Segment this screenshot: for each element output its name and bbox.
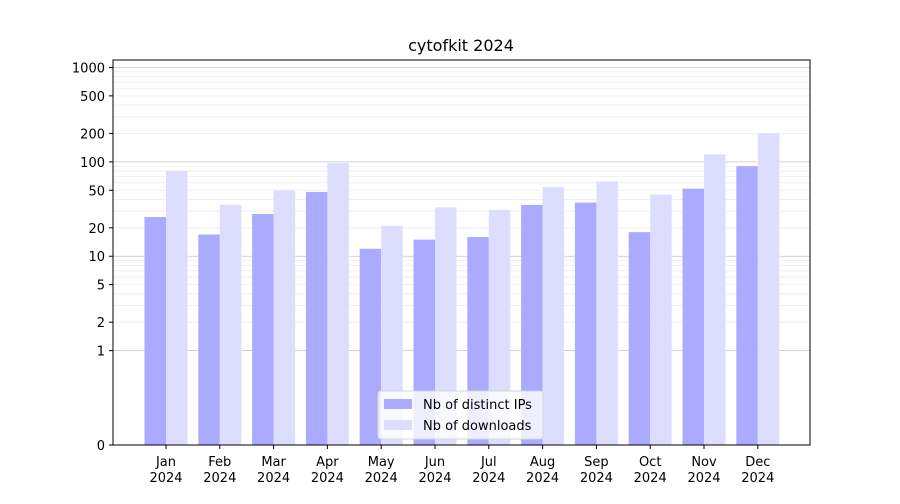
plot-frame bbox=[112, 59, 811, 446]
x-tick-label: Jan 2024 bbox=[149, 455, 182, 486]
x-tick-label: Aug 2024 bbox=[526, 455, 559, 486]
x-tick-label: Oct 2024 bbox=[634, 455, 667, 486]
bar-downloads bbox=[757, 133, 780, 445]
bar-distinct-ips bbox=[198, 234, 220, 445]
y-tick-label: 20 bbox=[88, 222, 105, 237]
y-tick-label: 1 bbox=[97, 345, 105, 360]
bar-downloads bbox=[650, 194, 672, 445]
y-tick-label: 10 bbox=[88, 250, 105, 265]
axes: 0 1 2 5 10 20 50 100 200 500 1000 Jan 2024 Feb 2024 Mar… bbox=[72, 59, 811, 486]
x-tick-label: Nov 2024 bbox=[687, 455, 720, 486]
bar-downloads bbox=[435, 207, 457, 445]
bar-downloads bbox=[327, 163, 349, 445]
chart-title: cytofkit 2024 bbox=[408, 36, 514, 55]
y-tick-label: 500 bbox=[80, 90, 105, 105]
x-tick-label: Mar 2024 bbox=[257, 455, 290, 486]
y-tick-label: 0 bbox=[97, 439, 105, 454]
x-tick-label: May 2024 bbox=[365, 455, 398, 486]
x-tick-label: Jul 2024 bbox=[472, 455, 505, 486]
bar-downloads bbox=[273, 190, 296, 445]
bar-downloads bbox=[596, 181, 618, 445]
y-tick-label: 100 bbox=[80, 156, 105, 171]
y-tick-label: 200 bbox=[80, 127, 105, 142]
bar-downloads bbox=[704, 154, 726, 445]
legend: Nb of distinct IPs Nb of downloads bbox=[377, 390, 544, 440]
bar-distinct-ips bbox=[574, 202, 597, 445]
x-tick-label: Feb 2024 bbox=[203, 455, 236, 486]
bar-downloads bbox=[219, 204, 242, 445]
bar-downloads bbox=[542, 187, 565, 446]
bar-distinct-ips bbox=[359, 248, 382, 445]
x-tick-label: Jun 2024 bbox=[418, 455, 451, 486]
x-tick-label: Apr 2024 bbox=[311, 455, 344, 486]
legend-swatch bbox=[384, 420, 412, 430]
bar-distinct-ips bbox=[736, 166, 758, 445]
bar-distinct-ips bbox=[521, 204, 543, 445]
legend-box bbox=[377, 390, 544, 440]
bar-distinct-ips bbox=[252, 214, 274, 445]
x-tick-label: Dec 2024 bbox=[741, 455, 774, 486]
legend-swatch bbox=[384, 399, 412, 409]
y-tick-label: 5 bbox=[97, 279, 105, 294]
bar-distinct-ips bbox=[682, 188, 704, 445]
bar-downloads bbox=[166, 171, 188, 446]
bar-distinct-ips bbox=[144, 217, 166, 445]
bar-downloads bbox=[488, 209, 511, 445]
y-tick-label: 2 bbox=[97, 316, 105, 331]
legend-label: Nb of distinct IPs bbox=[423, 398, 532, 413]
bar-distinct-ips bbox=[628, 232, 651, 445]
bar-downloads bbox=[381, 225, 403, 445]
y-tick-label: 1000 bbox=[72, 61, 105, 76]
y-tick-label: 50 bbox=[88, 184, 105, 199]
bar-distinct-ips bbox=[305, 191, 328, 445]
x-tick-label: Sep 2024 bbox=[580, 455, 613, 486]
legend-label: Nb of downloads bbox=[423, 419, 532, 434]
